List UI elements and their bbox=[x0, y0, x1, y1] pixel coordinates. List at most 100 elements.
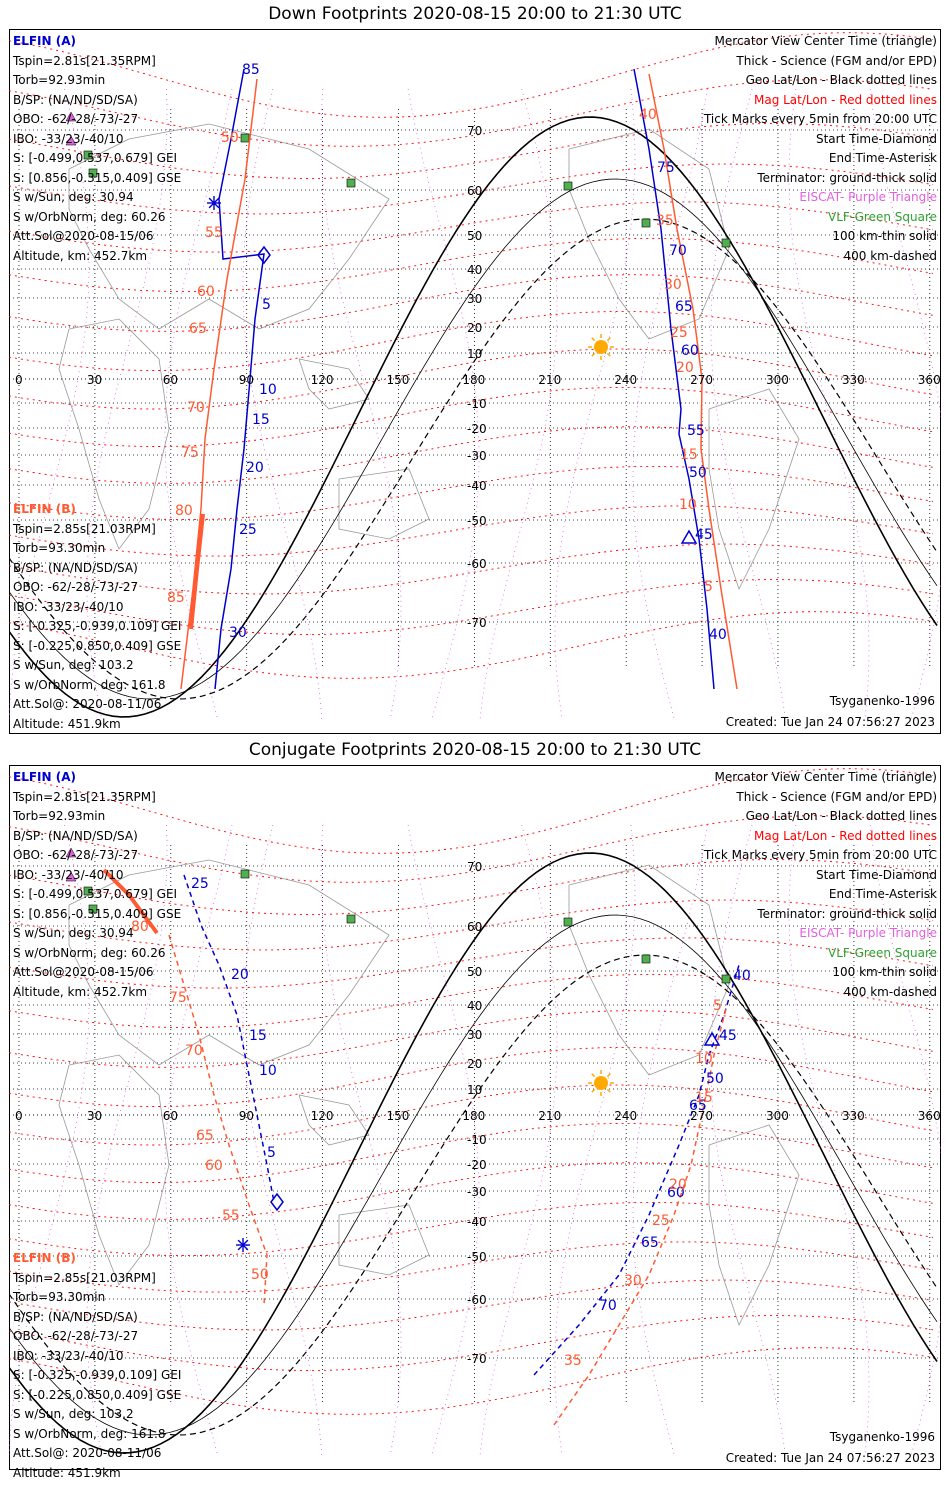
track-tick: 50 bbox=[689, 465, 707, 481]
track-tick: 15 bbox=[252, 412, 270, 428]
lat-tick: 60 bbox=[467, 920, 482, 934]
lat-tick: -30 bbox=[467, 1185, 487, 1199]
info-line: S w/OrbNorm, deg: 161.8 bbox=[13, 1426, 166, 1441]
lat-tick: -40 bbox=[467, 479, 487, 493]
eiscat-triangle bbox=[65, 135, 77, 146]
elfin-b-label: ELFIN (B) bbox=[13, 1251, 76, 1265]
mag-grid bbox=[9, 32, 941, 720]
legend-item: EISCAT- Purple Triangle bbox=[799, 926, 937, 940]
info-line: S: [-0.325,-0.939,0.109] GEI bbox=[13, 619, 182, 633]
lat-tick: -60 bbox=[467, 557, 487, 571]
elfin-b-info: ELFIN (B) Tspin=2.85s[21.03RPM] Torb=93.… bbox=[13, 1249, 181, 1483]
legend-item: End Time-Asterisk bbox=[828, 151, 937, 165]
track-tick: 85 bbox=[167, 590, 185, 606]
lat-tick: 10 bbox=[467, 347, 482, 361]
legend-item: Thick - Science (FGM and/or EPD) bbox=[736, 789, 937, 804]
vlf-square bbox=[83, 150, 93, 160]
lat-tick: 20 bbox=[467, 1057, 482, 1071]
legend-item: End Time-Asterisk bbox=[828, 887, 937, 901]
lon-tick: 0 bbox=[15, 1109, 23, 1123]
track-tick: 25 bbox=[670, 325, 688, 341]
track-tick: 70 bbox=[187, 400, 205, 416]
info-line: OBO: -62/-28/-73/-27 bbox=[13, 848, 139, 862]
lon-tick: 330 bbox=[842, 373, 865, 387]
axis-ticks: 0 30 60 90 120 150 180 210 240 270 300 330 360 70 60 50… bbox=[15, 124, 941, 630]
info-line: Torb=92.93min bbox=[13, 809, 106, 823]
legend-item: 400 km-dashed bbox=[843, 984, 937, 999]
sun-icon bbox=[588, 334, 614, 360]
lat-tick: 70 bbox=[467, 124, 482, 138]
vlf-square bbox=[641, 218, 651, 228]
track-tick: 25 bbox=[239, 522, 257, 538]
track-tick: 10 bbox=[259, 382, 277, 398]
lat-tick: 30 bbox=[467, 292, 482, 306]
track-tick: 10 bbox=[259, 1063, 277, 1079]
mag-grid bbox=[9, 768, 941, 1456]
eiscat-triangle bbox=[65, 871, 77, 882]
continents bbox=[58, 123, 800, 591]
legend-item: VLF-Green Square bbox=[828, 945, 937, 960]
info-line: IBO: -33/23/-40/10 bbox=[13, 131, 124, 146]
info-line: B/SP: (NA/ND/SD/SA) bbox=[13, 92, 138, 107]
legend-item: Terminator: ground-thick solid bbox=[757, 906, 937, 921]
vlf-square bbox=[83, 886, 93, 896]
info-line: Altitude: 451.9km bbox=[13, 716, 121, 731]
info-line: Tspin=2.85s[21.03RPM] bbox=[13, 521, 156, 536]
info-line: Tspin=2.85s[21.03RPM] bbox=[13, 1270, 156, 1285]
lon-tick: 150 bbox=[387, 1109, 410, 1123]
lon-tick: 120 bbox=[311, 1109, 334, 1123]
elfin-a-info: ELFIN (A) Tspin=2.81s[21.35RPM] Torb=92.… bbox=[13, 768, 181, 1002]
model-label: Tsyganenko-1996 bbox=[829, 1430, 935, 1444]
track-tick: 40 bbox=[709, 627, 727, 643]
lon-tick: 270 bbox=[690, 1109, 713, 1123]
legend-item: Terminator: ground-thick solid bbox=[757, 170, 937, 185]
lat-tick: 20 bbox=[467, 321, 482, 335]
lon-tick: 360 bbox=[918, 373, 941, 387]
info-line: S w/OrbNorm, deg: 60.26 bbox=[13, 945, 166, 960]
elfin-a-label: ELFIN (A) bbox=[13, 770, 76, 784]
info-line: S w/Sun, deg: 30.94 bbox=[13, 190, 134, 204]
track-tick: 20 bbox=[669, 1177, 687, 1193]
lat-tick: -50 bbox=[467, 514, 487, 528]
track-tick: 35 bbox=[564, 1353, 582, 1369]
track-tick: 45 bbox=[695, 527, 713, 543]
lat-tick: 50 bbox=[467, 229, 482, 243]
lon-tick: 60 bbox=[163, 1109, 178, 1123]
lat-tick: -20 bbox=[467, 1158, 487, 1172]
lon-tick: 90 bbox=[239, 373, 254, 387]
lon-tick: 270 bbox=[690, 373, 713, 387]
lat-tick: -30 bbox=[467, 449, 487, 463]
lon-tick: 300 bbox=[766, 1109, 789, 1123]
info-line: S: [0.856,-0.315,0.409] GSE bbox=[13, 170, 182, 185]
info-line: S: [-0.225,0.850,0.409] GSE bbox=[13, 638, 182, 653]
legend-item: Mag Lat/Lon - Red dotted lines bbox=[753, 92, 937, 107]
track-tick: 20 bbox=[246, 460, 264, 476]
axis-ticks: 0 30 60 90 120 150 180 210 240 270 300 330 360 70 60 50… bbox=[15, 860, 941, 1366]
legend-item: Mag Lat/Lon - Red dotted lines bbox=[753, 828, 937, 843]
info-line: S: [-0.499,0.537,0.679] GEI bbox=[13, 887, 178, 901]
terminator bbox=[9, 111, 938, 718]
info-line: B/SP: (NA/ND/SD/SA) bbox=[13, 828, 138, 843]
tracks: 25 20 15 10 5 40 45 50 65 60 65 70 80 75 70 65 60 55 50 5 10… bbox=[102, 868, 751, 1426]
created-label: Created: Tue Jan 24 07:56:27 2023 bbox=[725, 715, 935, 729]
lat-tick: -70 bbox=[467, 616, 487, 630]
track-tick: 60 bbox=[205, 1158, 223, 1174]
track-tick: 30 bbox=[229, 625, 247, 641]
lat-tick: 10 bbox=[467, 1083, 482, 1097]
lat-tick: -20 bbox=[467, 422, 487, 436]
info-line: Att.Sol@2020-08-15/06 bbox=[13, 965, 154, 979]
lon-tick: 300 bbox=[766, 373, 789, 387]
panel-title-conj: Conjugate Footprints 2020-08-15 20:00 to… bbox=[248, 740, 702, 760]
vlf-square bbox=[240, 869, 250, 879]
sun-icon bbox=[588, 1070, 614, 1096]
lat-tick: 30 bbox=[467, 1028, 482, 1042]
track-tick: 50 bbox=[221, 130, 239, 146]
legend-item: Thick - Science (FGM and/or EPD) bbox=[736, 53, 937, 68]
lat-tick: 40 bbox=[467, 999, 482, 1013]
track-tick: 65 bbox=[675, 299, 693, 315]
info-line: Att.Sol@: 2020-08-11/06 bbox=[13, 697, 162, 711]
track-tick: 70 bbox=[599, 1298, 617, 1314]
track-tick: 75 bbox=[181, 445, 199, 461]
lon-tick: 30 bbox=[87, 1109, 102, 1123]
track-tick: 40 bbox=[733, 968, 751, 984]
